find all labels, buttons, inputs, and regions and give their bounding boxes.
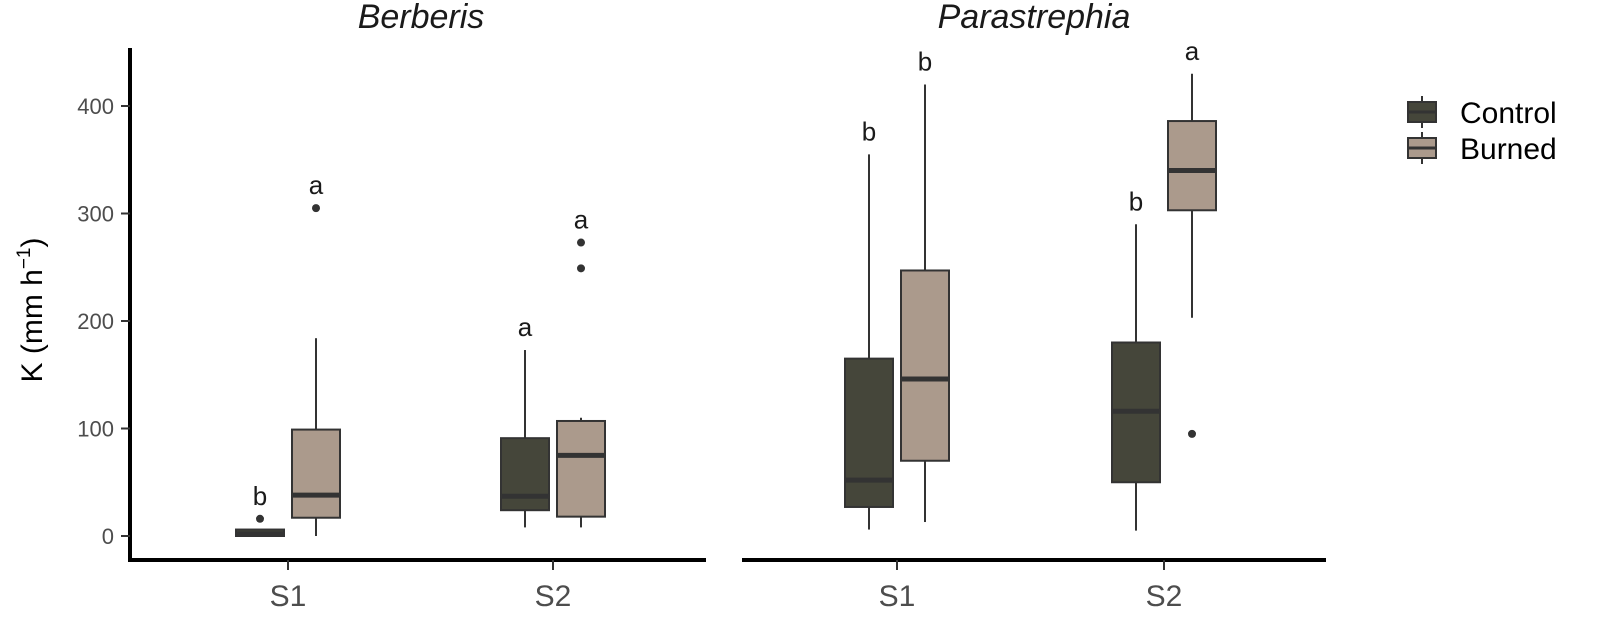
box-burned: a bbox=[291, 170, 341, 536]
x-tick-label: S1 bbox=[879, 580, 916, 613]
box-body bbox=[844, 357, 894, 508]
legend-label: Burned bbox=[1460, 133, 1557, 166]
significance-letter: a bbox=[518, 312, 533, 342]
box-control: b bbox=[844, 116, 894, 530]
box-body bbox=[1167, 120, 1217, 212]
y-tick-label: 300 bbox=[77, 202, 114, 227]
significance-letter: a bbox=[574, 205, 589, 235]
significance-letter: a bbox=[1185, 36, 1200, 66]
y-axis-label: K (mm h−1) bbox=[14, 237, 49, 382]
legend-label: Control bbox=[1460, 97, 1557, 130]
significance-letter: a bbox=[309, 170, 324, 200]
y-tick-label: 100 bbox=[77, 417, 114, 442]
facet-panels: Berberis0100200300400S1baS2aaParastrephi… bbox=[77, 0, 1326, 613]
box-body bbox=[900, 269, 950, 462]
y-tick-label: 400 bbox=[77, 94, 114, 119]
box-burned: b bbox=[900, 47, 950, 523]
box-control: b bbox=[235, 481, 285, 537]
significance-letter: b bbox=[918, 47, 932, 77]
box-body bbox=[500, 437, 550, 512]
facet-title: Parastrephia bbox=[938, 0, 1131, 36]
x-tick-label: S2 bbox=[535, 580, 572, 613]
outlier-point bbox=[312, 204, 320, 213]
x-tick-label: S1 bbox=[270, 580, 307, 613]
box-body bbox=[291, 428, 341, 519]
box-burned: a bbox=[1167, 36, 1217, 438]
box-control: a bbox=[500, 312, 550, 528]
x-tick-label: S2 bbox=[1146, 580, 1183, 613]
box-body bbox=[556, 419, 606, 518]
y-tick-label: 0 bbox=[102, 524, 114, 549]
box-burned: a bbox=[556, 205, 606, 528]
significance-letter: b bbox=[1129, 186, 1143, 216]
facet-panel-2: Parastrephia S1 b b S2 b a bbox=[742, 0, 1326, 613]
facet-title: Berberis bbox=[358, 0, 485, 36]
legend-item-burned: Burned bbox=[1407, 132, 1557, 166]
facet-panel-1: Berberis 0 100 200 300 400 S1 b a S2 a a bbox=[77, 0, 706, 613]
outlier-point bbox=[1188, 429, 1196, 438]
outlier-point bbox=[577, 238, 585, 247]
box-control: b bbox=[1111, 186, 1161, 531]
significance-letter: b bbox=[253, 481, 267, 511]
outlier-point bbox=[577, 264, 585, 273]
significance-letter: b bbox=[862, 116, 876, 146]
legend-item-control: Control bbox=[1407, 96, 1557, 130]
y-tick-label: 200 bbox=[77, 309, 114, 334]
y-axis-label-text: K (mm h−1) bbox=[14, 237, 49, 382]
outlier-point bbox=[256, 514, 264, 523]
